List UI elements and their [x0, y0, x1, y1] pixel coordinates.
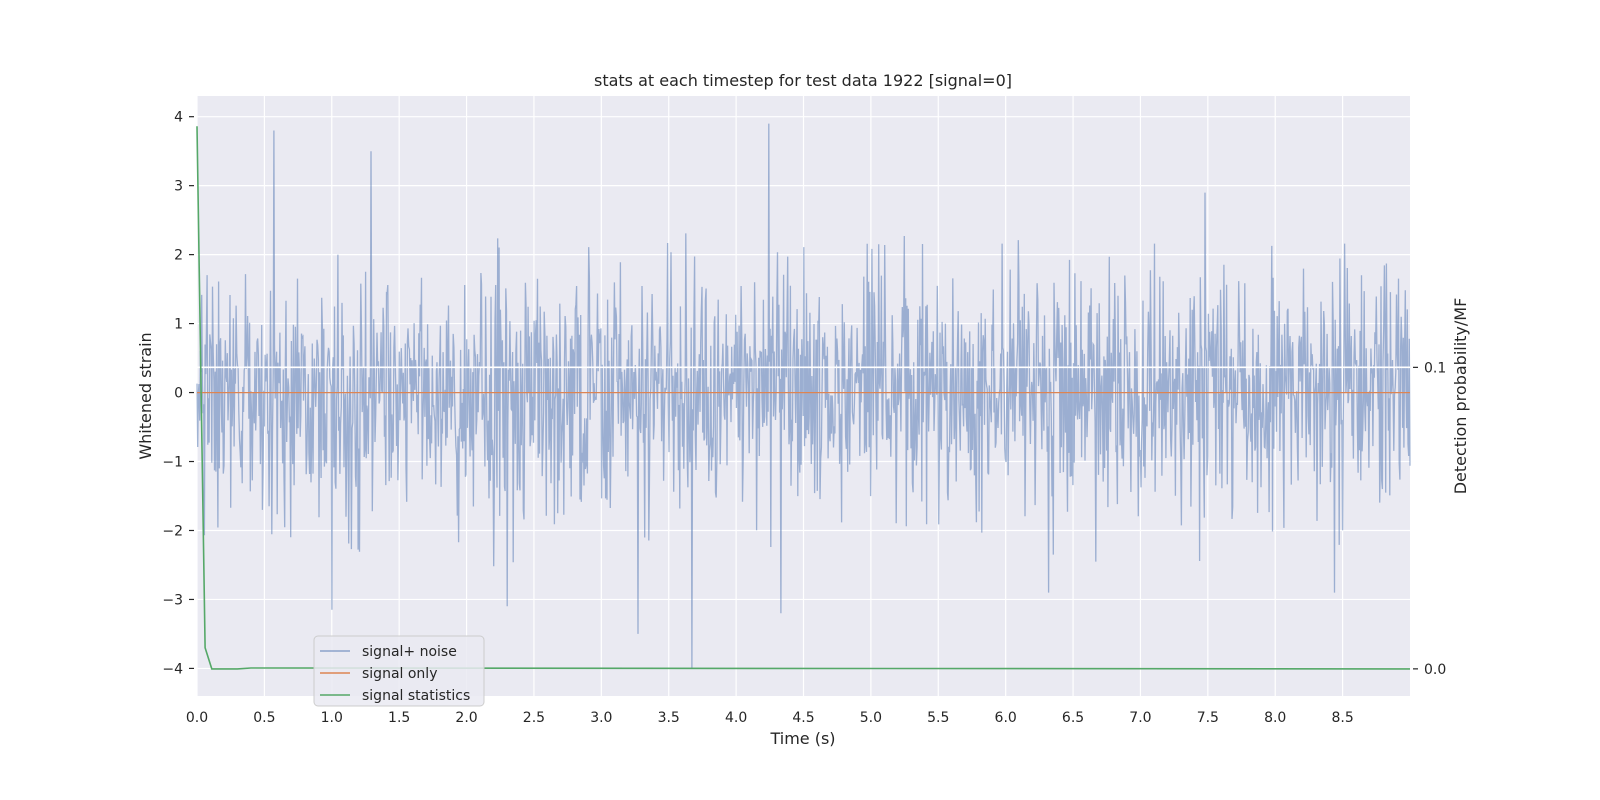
y2-axis-label: Detection probability/MF [1451, 298, 1470, 495]
y2-ticks: 0.1 0.0 [1413, 360, 1446, 678]
x-tick-label: 0.0 [186, 710, 208, 726]
chart-title: stats at each timestep for test data 192… [594, 71, 1012, 90]
y-tick-label: 1 [174, 317, 183, 333]
y-ticks: 4 3 2 1 0 −1 −2 −3 −4 [162, 110, 194, 677]
y-tick-label: 0 [174, 386, 183, 402]
y-tick-label: −1 [162, 455, 183, 471]
legend: signal+ noise signal only signal statistic… [313, 635, 485, 707]
legend-label: signal+ noise [362, 644, 457, 660]
x-tick-label: 6.5 [1062, 710, 1084, 726]
x-tick-label: 2.0 [455, 710, 477, 726]
legend-label: signal statistics [362, 688, 470, 704]
x-ticks: 0.0 0.5 1.0 1.5 2.0 2.5 3.0 3.5 4.0 4.5 5.0 5.5 6.0 6… [186, 710, 1354, 726]
series-signal-noise-line [196, 123, 1411, 669]
x-tick-label: 4.0 [725, 710, 747, 726]
x-tick-label: 0.5 [253, 710, 275, 726]
x-tick-label: 4.5 [792, 710, 814, 726]
y-tick-label: 4 [174, 110, 183, 126]
x-tick-label: 2.5 [523, 710, 545, 726]
x-tick-label: 3.0 [590, 710, 612, 726]
x-tick-label: 1.5 [388, 710, 410, 726]
x-tick-label: 5.5 [927, 710, 949, 726]
y-tick-label: 2 [174, 248, 183, 264]
x-tick-label: 8.0 [1264, 710, 1286, 726]
x-tick-label: 7.5 [1197, 710, 1219, 726]
x-tick-label: 8.5 [1331, 710, 1353, 726]
legend-label: signal only [362, 666, 437, 682]
x-tick-label: 1.0 [321, 710, 343, 726]
y-tick-label: 3 [174, 179, 183, 195]
legend-box [313, 635, 485, 707]
x-tick-label: 3.5 [658, 710, 680, 726]
x-tick-label: 5.0 [860, 710, 882, 726]
y-axis-label: Whitened strain [136, 332, 155, 459]
y2-tick-label: 0.0 [1424, 662, 1446, 678]
x-tick-label: 7.0 [1129, 710, 1151, 726]
y2-tick-label: 0.1 [1424, 360, 1446, 376]
y-tick-label: −3 [162, 592, 183, 608]
y-tick-label: −4 [162, 661, 183, 677]
y-tick-label: −2 [162, 523, 183, 539]
x-axis-label: Time (s) [769, 729, 835, 748]
x-tick-label: 6.0 [995, 710, 1017, 726]
